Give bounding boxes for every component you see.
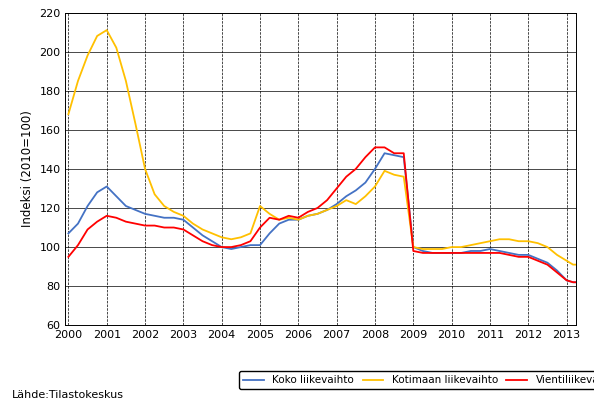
Koko liikevaihto xyxy=(397,154,404,159)
Kotimaan liikevaihto xyxy=(573,262,580,267)
Vientiliikevaihto xyxy=(371,145,378,150)
Kotimaan liikevaihto xyxy=(170,209,178,214)
Kotimaan liikevaihto xyxy=(550,250,557,255)
Kotimaan liikevaihto xyxy=(397,173,404,178)
Y-axis label: Indeksi (2010=100): Indeksi (2010=100) xyxy=(21,111,34,227)
Kotimaan liikevaihto xyxy=(103,28,110,33)
Koko liikevaihto xyxy=(483,247,490,252)
Kotimaan liikevaihto xyxy=(211,232,219,237)
Koko liikevaihto xyxy=(65,231,72,236)
Vientiliikevaihto xyxy=(573,280,580,285)
Kotimaan liikevaihto xyxy=(349,200,356,205)
Koko liikevaihto xyxy=(573,280,580,285)
Line: Kotimaan liikevaihto: Kotimaan liikevaihto xyxy=(68,30,576,265)
Line: Koko liikevaihto: Koko liikevaihto xyxy=(68,153,576,282)
Vientiliikevaihto xyxy=(483,251,490,256)
Vientiliikevaihto xyxy=(167,225,174,230)
Koko liikevaihto xyxy=(208,239,216,244)
Koko liikevaihto xyxy=(381,151,388,156)
Kotimaan liikevaihto xyxy=(65,112,72,117)
Koko liikevaihto xyxy=(550,266,557,271)
Line: Vientiliikevaihto: Vientiliikevaihto xyxy=(68,147,576,282)
Kotimaan liikevaihto xyxy=(483,239,490,244)
Vientiliikevaihto xyxy=(208,243,216,248)
Text: Lähde:Tilastokeskus: Lähde:Tilastokeskus xyxy=(12,390,124,400)
Vientiliikevaihto xyxy=(346,172,353,177)
Vientiliikevaihto xyxy=(65,254,72,259)
Legend: Koko liikevaihto, Kotimaan liikevaihto, Vientiliikevaihto: Koko liikevaihto, Kotimaan liikevaihto, … xyxy=(239,371,594,389)
Koko liikevaihto xyxy=(167,215,174,220)
Koko liikevaihto xyxy=(346,192,353,197)
Vientiliikevaihto xyxy=(397,151,404,156)
Vientiliikevaihto xyxy=(550,267,557,272)
